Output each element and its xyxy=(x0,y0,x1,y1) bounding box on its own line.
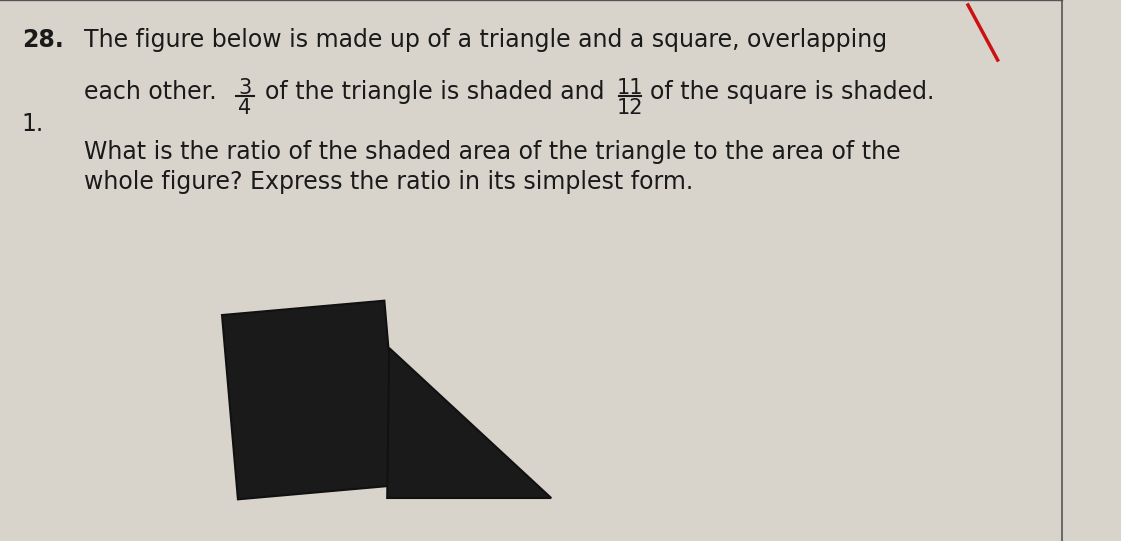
Text: 3: 3 xyxy=(239,78,251,98)
Polygon shape xyxy=(222,301,400,499)
Text: 12: 12 xyxy=(617,98,643,118)
Text: of the square is shaded.: of the square is shaded. xyxy=(650,80,934,104)
Text: 28.: 28. xyxy=(21,28,64,52)
Text: What is the ratio of the shaded area of the triangle to the area of the: What is the ratio of the shaded area of … xyxy=(84,140,900,164)
Text: whole figure? Express the ratio in its simplest form.: whole figure? Express the ratio in its s… xyxy=(84,170,693,194)
Text: of the triangle is shaded and: of the triangle is shaded and xyxy=(265,80,604,104)
Text: The figure below is made up of a triangle and a square, overlapping: The figure below is made up of a triangl… xyxy=(84,28,887,52)
Text: 11: 11 xyxy=(617,78,643,98)
Text: each other.: each other. xyxy=(84,80,216,104)
Text: 1.: 1. xyxy=(21,112,44,136)
Text: 4: 4 xyxy=(239,98,251,118)
Polygon shape xyxy=(387,348,552,498)
